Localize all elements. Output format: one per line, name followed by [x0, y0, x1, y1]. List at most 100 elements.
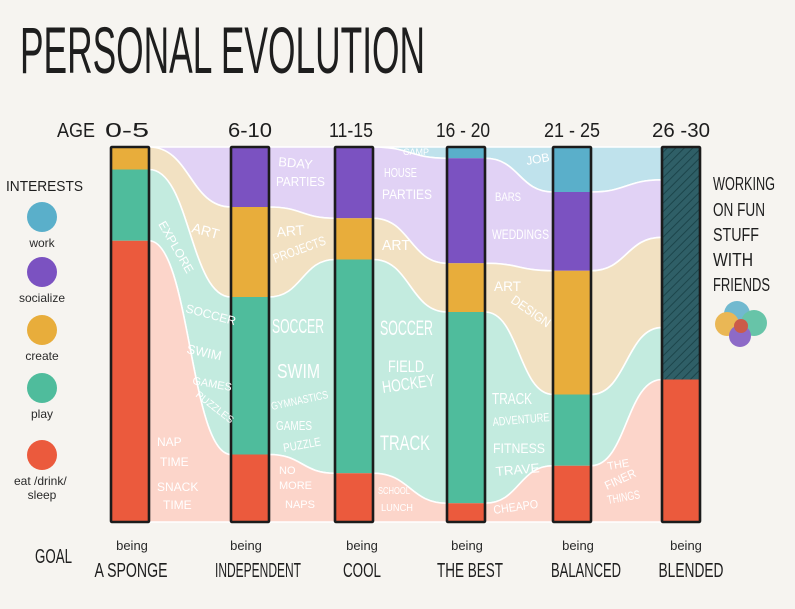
x-axis-label: AGE: [57, 120, 95, 142]
flow-label: ADVENTURE: [492, 410, 550, 429]
flow-label: ART: [190, 219, 221, 242]
legend-item-play: play: [27, 373, 57, 421]
flow-label: FIELD: [388, 357, 424, 376]
legend-item-socialize: socialize: [19, 257, 65, 305]
bar-segment-eat-drink-sleep: [662, 379, 700, 522]
goal-prefix: being: [230, 538, 262, 553]
flow-label: NAPS: [285, 499, 315, 511]
bar-segment-work: [447, 147, 485, 159]
bar-outline: [333, 145, 375, 524]
bar-segment-eat-drink-sleep: [447, 503, 485, 522]
flow-label: WEDDINGS: [492, 226, 549, 242]
tick-label-11-15: 11-15: [329, 120, 373, 142]
goal-prefix: being: [562, 538, 594, 553]
goals-row: GOAL being A SPONGE being INDEPENDENT be…: [35, 538, 724, 582]
legend-swatch: [27, 257, 57, 287]
flow-label: ART: [382, 237, 410, 254]
flow-eat-drink-sleep-0-5-to-6-10: [148, 239, 232, 523]
flow-label: JOB: [525, 150, 550, 168]
goal-prefix: being: [670, 538, 702, 553]
flow-label: NAP: [157, 435, 182, 449]
tick-label-21-25: 21 - 25: [544, 120, 600, 142]
flow-label: PARTIES: [382, 186, 432, 202]
blended-label-line: ON FUN: [713, 200, 765, 220]
goal-text: THE BEST: [437, 560, 503, 582]
bar-segment-socialize: [553, 192, 591, 271]
stacked-bars: [109, 145, 702, 524]
flow-label: BARS: [495, 190, 521, 204]
bar-segment-eat-drink-sleep: [553, 465, 591, 522]
legend-label: play: [31, 407, 53, 421]
legend-label: create: [25, 349, 59, 363]
bar-26-30: [660, 145, 702, 524]
flow-label: HOUSE: [384, 165, 417, 180]
flow-label: TRAVE: [495, 460, 540, 479]
legend-item-work: work: [27, 202, 57, 250]
age-axis: AGE 0-5 6-10 11-15 16 - 20 21 - 25 26 -3…: [57, 120, 710, 142]
blended-label-line: STUFF: [713, 225, 759, 245]
flow-label: PARTIES: [276, 174, 325, 189]
bar-segment-socialize: [231, 147, 269, 207]
tick-label-6-10: 6-10: [228, 120, 272, 142]
legend-swatch: [27, 202, 57, 232]
bar-outline: [660, 145, 702, 524]
flow-label: MORE: [279, 480, 312, 492]
bar-segment-socialize: [335, 147, 373, 219]
legend-item-eat-drink-sleep: eat /drink/ sleep: [14, 440, 70, 502]
bar-segment-work: [553, 147, 591, 192]
flow-ribbons: [148, 146, 663, 523]
goal-text: A SPONGE: [95, 560, 168, 582]
tick-label-16-20: 16 - 20: [436, 120, 490, 142]
flow-label: THE: [606, 457, 630, 473]
bar-segment-create: [231, 207, 269, 297]
legend-swatch: [27, 315, 57, 345]
flow-label: TRACK: [380, 432, 430, 455]
legend-swatch: [27, 373, 57, 403]
goal-prefix: being: [116, 538, 148, 553]
goal-text: INDEPENDENT: [215, 560, 301, 582]
bar-segment-create: [335, 218, 373, 260]
bar-segment-create: [111, 147, 149, 170]
flow-label: GAMES: [276, 418, 312, 433]
bar-segment-create: [447, 263, 485, 312]
chart-title: PERSONAL EVOLUTION: [20, 13, 425, 87]
legend-label: work: [28, 236, 55, 250]
flow-label: PUZZLE: [282, 435, 322, 455]
tick-label-0-5: 0-5: [105, 120, 149, 142]
blended-label-line: WORKING: [713, 174, 775, 194]
bar-16-20: [445, 145, 487, 524]
flow-label: TIME: [160, 455, 189, 469]
bar-segment-eat-drink-sleep: [111, 240, 149, 522]
bar-outline: [109, 145, 151, 524]
goal-label: GOAL: [35, 546, 72, 568]
bar-segment-blended-hatch: [662, 147, 700, 380]
flow-label: ART: [276, 222, 305, 240]
flow-label: SOCCER: [380, 317, 433, 340]
flow-label: TIME: [163, 498, 192, 512]
flow-label: NO: [279, 465, 296, 477]
bar-outline: [229, 145, 271, 524]
bar-outline: [551, 145, 593, 524]
blend-circles-icon: [715, 301, 767, 347]
blended-label-line: FRIENDS: [713, 275, 770, 295]
flow-label: FITNESS: [493, 440, 545, 456]
flow-label: CHEAPO: [492, 497, 539, 517]
goal-prefix: being: [346, 538, 378, 553]
bar-segment-socialize: [447, 158, 485, 264]
flow-label: CAMP: [403, 147, 429, 157]
bar-6-10: [229, 145, 271, 524]
legend-label: socialize: [19, 291, 65, 305]
bar-outline: [445, 145, 487, 524]
goal-text: BALANCED: [551, 560, 621, 582]
bar-segment-play: [447, 312, 485, 504]
goal-text: BLENDED: [659, 560, 724, 582]
bar-21-25: [551, 145, 593, 524]
flow-label: SWIM: [277, 361, 320, 383]
flow-label: SWIM: [185, 341, 223, 363]
legend-swatch: [27, 440, 57, 470]
flow-label: ART: [494, 278, 521, 294]
bar-segment-play: [111, 169, 149, 241]
goal-text: COOL: [343, 560, 381, 582]
bar-segment-play: [335, 259, 373, 474]
